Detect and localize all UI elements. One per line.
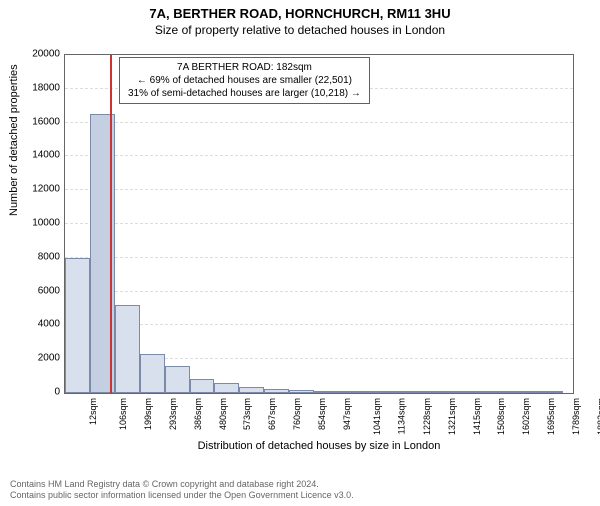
histogram-bar: [190, 379, 215, 393]
x-tick-label: 386sqm: [193, 398, 203, 430]
x-tick-label: 947sqm: [342, 398, 352, 430]
x-tick-label: 12sqm: [88, 398, 98, 425]
histogram-bar: [364, 391, 389, 393]
histogram-bar: [239, 387, 264, 393]
x-tick-label: 760sqm: [292, 398, 302, 430]
y-tick-label: 20000: [10, 49, 60, 60]
x-tick-label: 106sqm: [118, 398, 128, 430]
histogram-bar: [264, 389, 289, 393]
chart-subtitle: Size of property relative to detached ho…: [0, 23, 600, 37]
x-tick-label: 1882sqm: [596, 398, 600, 435]
histogram-bar: [65, 258, 90, 393]
x-tick-label: 1789sqm: [571, 398, 581, 435]
x-tick-label: 1321sqm: [447, 398, 457, 435]
y-tick-label: 0: [10, 387, 60, 398]
x-tick-label: 1415sqm: [472, 398, 482, 435]
histogram-bar: [339, 391, 364, 393]
annotation-line3: 31% of semi-detached houses are larger (…: [128, 87, 361, 100]
histogram-bar: [389, 391, 414, 393]
y-tick-label: 16000: [10, 116, 60, 127]
histogram-bar: [414, 391, 439, 393]
histogram-bar: [538, 391, 563, 393]
histogram-bar: [289, 390, 314, 393]
x-tick-label: 1134sqm: [396, 398, 406, 434]
histogram-bar: [165, 366, 190, 393]
footer-line2: Contains public sector information licen…: [10, 490, 590, 502]
annotation-box: 7A BERTHER ROAD: 182sqm ← 69% of detache…: [119, 57, 370, 104]
histogram-bar: [140, 354, 165, 393]
x-tick-label: 480sqm: [218, 398, 228, 430]
annotation-line1: 7A BERTHER ROAD: 182sqm: [128, 61, 361, 74]
y-tick-label: 14000: [10, 150, 60, 161]
histogram-bar: [439, 391, 464, 393]
annotation-line2: ← 69% of detached houses are smaller (22…: [128, 74, 361, 87]
grid-line: [65, 223, 573, 224]
grid-line: [65, 155, 573, 156]
x-tick-label: 1602sqm: [521, 398, 531, 435]
x-tick-label: 1041sqm: [372, 398, 382, 435]
y-tick-label: 12000: [10, 184, 60, 195]
y-tick-label: 8000: [10, 251, 60, 262]
x-tick-label: 1695sqm: [546, 398, 556, 435]
grid-line: [65, 324, 573, 325]
y-tick-label: 6000: [10, 285, 60, 296]
y-tick-label: 2000: [10, 353, 60, 364]
histogram-bar: [513, 391, 538, 393]
x-tick-label: 854sqm: [317, 398, 327, 430]
x-tick-label: 1228sqm: [422, 398, 432, 435]
grid-line: [65, 291, 573, 292]
histogram-bar: [488, 391, 513, 393]
reference-line: [110, 55, 112, 393]
chart-title: 7A, BERTHER ROAD, HORNCHURCH, RM11 3HU: [0, 6, 600, 21]
x-tick-label: 1508sqm: [496, 398, 506, 435]
x-tick-label: 293sqm: [168, 398, 178, 430]
histogram-bar: [314, 391, 339, 393]
y-tick-label: 18000: [10, 82, 60, 93]
x-tick-label: 573sqm: [242, 398, 252, 430]
footer-line1: Contains HM Land Registry data © Crown c…: [10, 479, 590, 491]
histogram-bar: [214, 383, 239, 393]
y-tick-label: 4000: [10, 319, 60, 330]
x-tick-label: 667sqm: [267, 398, 277, 430]
x-axis-label: Distribution of detached houses by size …: [64, 440, 574, 452]
x-tick-label: 199sqm: [143, 398, 153, 430]
y-tick-label: 10000: [10, 218, 60, 229]
histogram-bar: [463, 391, 488, 393]
grid-line: [65, 257, 573, 258]
grid-line: [65, 189, 573, 190]
plot-area: [64, 54, 574, 394]
histogram-bar: [115, 305, 140, 393]
footer: Contains HM Land Registry data © Crown c…: [10, 479, 590, 502]
grid-line: [65, 122, 573, 123]
